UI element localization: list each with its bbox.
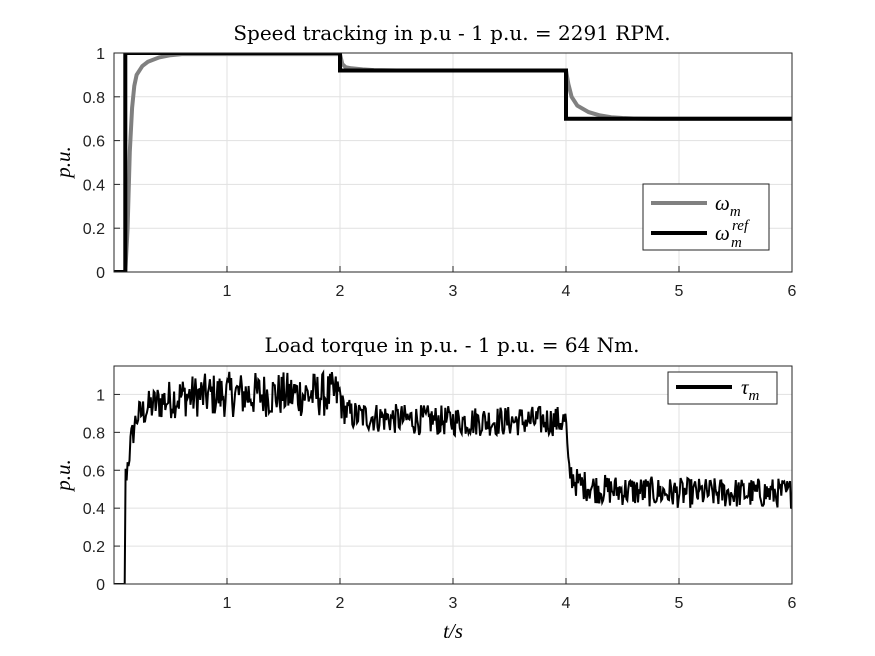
torque-plot-ylabel: p.u. bbox=[51, 459, 75, 493]
legend-omega-m-main: ω bbox=[715, 191, 730, 215]
speed-series-line-1 bbox=[114, 53, 792, 272]
legend-omega-ref-sub: m bbox=[731, 235, 742, 251]
speed-ytick-label-1: 1 bbox=[96, 46, 105, 63]
torque-xtick-label-6: 6 bbox=[788, 595, 797, 612]
speed-xtick-label-4: 4 bbox=[562, 283, 571, 300]
torque-ytick-label-0.2: 0.2 bbox=[83, 539, 105, 556]
speed-xtick-label-5: 5 bbox=[675, 283, 684, 300]
torque-plot-series bbox=[114, 369, 792, 584]
torque-ytick-label-0.8: 0.8 bbox=[83, 425, 105, 442]
speed-plot-ylabel: p.u. bbox=[51, 146, 75, 180]
speed-xtick-label-1: 1 bbox=[223, 283, 232, 300]
speed-series-line-0 bbox=[114, 53, 792, 272]
torque-series-line-0 bbox=[114, 369, 792, 584]
legend-omega-m-sub: m bbox=[730, 204, 741, 220]
torque-plot-xlabel: t/s bbox=[443, 619, 463, 643]
legend-tau-m-label: τm bbox=[741, 375, 760, 404]
speed-ytick-label-0.4: 0.4 bbox=[83, 177, 105, 194]
legend-omega-ref-sup: ref bbox=[732, 218, 750, 234]
torque-ytick-label-1: 1 bbox=[96, 387, 105, 404]
torque-plot-legend: τm bbox=[667, 371, 778, 405]
speed-ytick-label-0: 0 bbox=[96, 265, 105, 282]
speed-xtick-label-3: 3 bbox=[449, 283, 458, 300]
torque-ytick-label-0: 0 bbox=[96, 577, 105, 594]
speed-ytick-label-0.6: 0.6 bbox=[83, 134, 105, 151]
speed-plot-title: Speed tracking in p.u - 1 p.u. = 2291 RP… bbox=[233, 21, 670, 45]
speed-plot-legend: ωm ωmref bbox=[642, 183, 770, 251]
torque-xtick-label-4: 4 bbox=[562, 595, 571, 612]
torque-ytick-label-0.6: 0.6 bbox=[83, 463, 105, 480]
speed-plot-ticks: 1 2 3 4 5 6 0 0.2 0.4 0.6 0.8 1 bbox=[83, 46, 797, 300]
torque-xtick-label-3: 3 bbox=[449, 595, 458, 612]
speed-tracking-plot: Speed tracking in p.u - 1 p.u. = 2291 RP… bbox=[51, 21, 797, 300]
torque-plot-ticks: 1 2 3 4 5 6 0 0.2 0.4 0.6 0.8 1 bbox=[83, 387, 797, 612]
speed-xtick-label-2: 2 bbox=[336, 283, 345, 300]
torque-plot-title: Load torque in p.u. - 1 p.u. = 64 Nm. bbox=[264, 333, 639, 357]
legend-omega-m-label: ωm bbox=[715, 191, 741, 220]
speed-plot-series bbox=[114, 53, 792, 272]
speed-ytick-label-0.8: 0.8 bbox=[83, 90, 105, 107]
load-torque-plot: Load torque in p.u. - 1 p.u. = 64 Nm. 1 2… bbox=[51, 333, 797, 643]
speed-xtick-label-6: 6 bbox=[788, 283, 797, 300]
torque-xtick-label-2: 2 bbox=[336, 595, 345, 612]
torque-xtick-label-1: 1 bbox=[223, 595, 232, 612]
torque-ytick-label-0.4: 0.4 bbox=[83, 501, 105, 518]
legend-tau-m-sub: m bbox=[749, 388, 760, 404]
legend-tau-m-main: τ bbox=[741, 375, 750, 399]
torque-xtick-label-5: 5 bbox=[675, 595, 684, 612]
legend-omega-ref-label: ωmref bbox=[715, 218, 750, 251]
speed-legend-box bbox=[642, 183, 770, 251]
legend-omega-ref-main: ω bbox=[715, 221, 730, 245]
speed-ytick-label-0.2: 0.2 bbox=[83, 221, 105, 238]
